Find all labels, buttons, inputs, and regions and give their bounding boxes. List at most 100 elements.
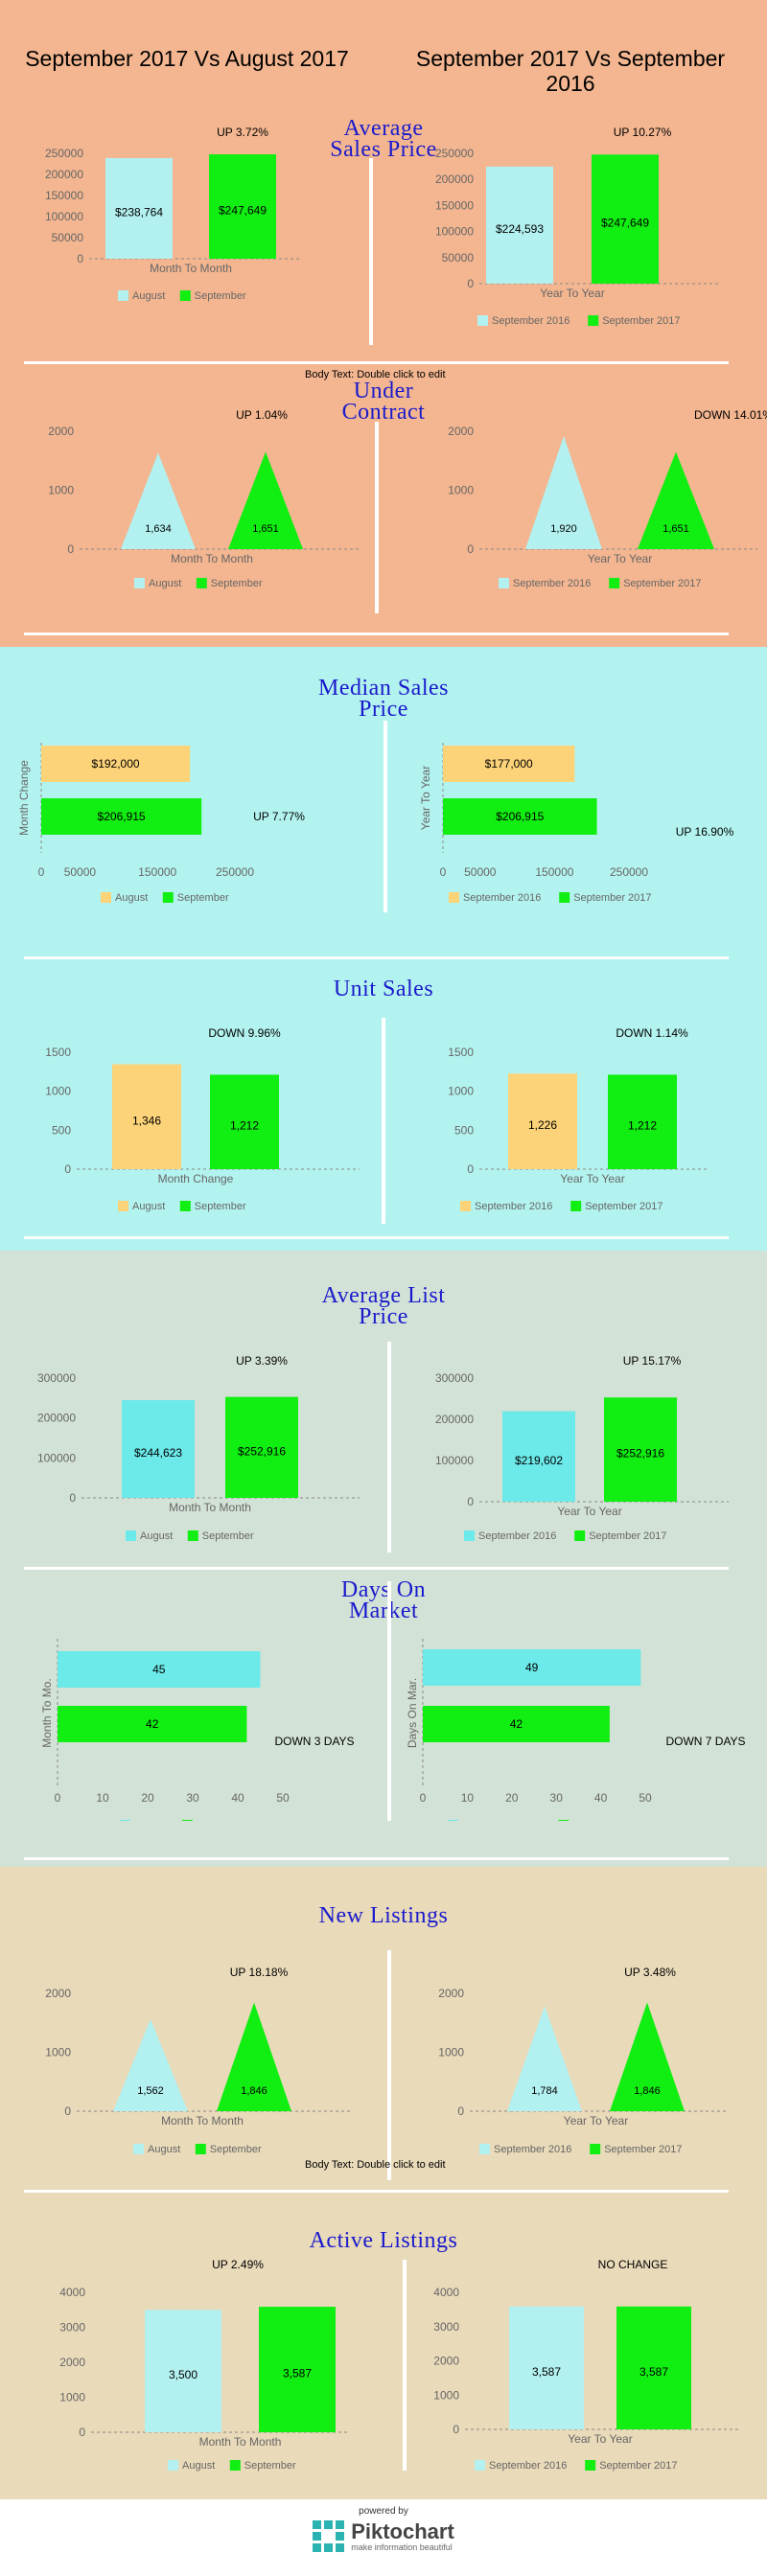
- left-header-title: September 2017 Vs August 2017: [25, 46, 349, 71]
- body-text-placeholder[interactable]: Body Text: Double click to edit: [305, 369, 446, 380]
- legend-label: September 2016: [478, 1530, 556, 1542]
- y-tick-label: 1000: [59, 2391, 85, 2404]
- x-axis-label: Year To Year: [560, 1172, 624, 1185]
- data-label: $224,593: [496, 222, 544, 236]
- data-label: $206,915: [496, 810, 544, 823]
- change-annotation: UP 16.90%: [676, 825, 734, 839]
- change-annotation: UP 10.27%: [614, 126, 672, 139]
- legend-label: August: [132, 1201, 165, 1212]
- legend-swatch: [479, 2144, 490, 2154]
- chart-average-sales-year: 0 50000 100000 150000 200000 250000 $224,593 $2…: [435, 126, 719, 327]
- legend-label: September 2017: [589, 1530, 666, 1542]
- bar-mark: [502, 1411, 575, 1502]
- x-tick-label: 40: [594, 1791, 608, 1805]
- x-axis-label: Month To Month: [150, 262, 232, 275]
- chart-active-listings-month: 0 1000 2000 3000 4000 3,500 3,587 UP 2.49% Month…: [59, 2258, 350, 2472]
- legend-swatch: [570, 1201, 582, 1211]
- data-label: 42: [510, 1717, 523, 1731]
- x-tick-label: 30: [186, 1791, 199, 1805]
- x-tick-label: 50: [639, 1791, 652, 1805]
- y-tick-label: 1000: [433, 2388, 459, 2402]
- bar-mark: [122, 1400, 195, 1498]
- x-axis-label: Month To Month: [169, 1501, 251, 1514]
- data-label: $252,916: [616, 1447, 664, 1460]
- y-tick-label: 1500: [448, 1046, 474, 1059]
- title-line-1: Average: [343, 116, 424, 141]
- legend-label: August: [134, 1820, 167, 1821]
- y-axis-label: Days On Mar.: [406, 1678, 419, 1748]
- legend-swatch: [590, 2144, 601, 2154]
- chart-new-listings-month: 0 1000 2000 1,562 1,846 UP 18.18% Month To Mon…: [45, 1966, 350, 2155]
- y-tick-label: 1000: [48, 484, 74, 497]
- y-tick-label: 200000: [45, 168, 83, 181]
- y-tick-label: 150000: [435, 198, 474, 212]
- brand-name: Piktochart: [351, 2519, 454, 2543]
- bar-mark: [105, 157, 173, 259]
- legend-label: September: [195, 290, 246, 302]
- change-annotation: UP 7.77%: [253, 810, 305, 823]
- legend-swatch: [477, 315, 488, 326]
- legend-label: September 2017: [585, 1201, 662, 1212]
- x-tick-label: 0: [440, 865, 447, 879]
- title-line-2: Price: [359, 1304, 408, 1329]
- triangle-mark: [610, 2002, 685, 2111]
- legend-swatch: [179, 1201, 191, 1211]
- y-axis-label: Month To Mo.: [40, 1678, 54, 1747]
- triangle-mark: [113, 2018, 188, 2111]
- band-list: [0, 1251, 767, 1867]
- y-tick-label: 3000: [433, 2320, 459, 2334]
- y-tick-label: 0: [64, 1162, 71, 1176]
- y-tick-label: 4000: [59, 2286, 85, 2299]
- change-annotation: DOWN 14.01%: [694, 408, 767, 422]
- bar-mark: [423, 1706, 610, 1742]
- bar-mark: [209, 154, 276, 259]
- y-tick-label: 0: [467, 277, 474, 290]
- body-text-placeholder[interactable]: Body Text: Double click to edit: [305, 2159, 446, 2171]
- section-title-active-listings: Active Listings: [0, 2229, 767, 2252]
- divider-vertical: [375, 422, 379, 613]
- bar-mark: [41, 746, 191, 782]
- change-annotation: UP 1.04%: [236, 408, 288, 422]
- legend-swatch: [134, 578, 145, 588]
- title-line-1: Unit Sales: [333, 977, 434, 1001]
- legend-swatch: [574, 1530, 586, 1541]
- triangle-mark: [121, 452, 196, 549]
- legend-label: September 2017: [623, 578, 701, 589]
- change-annotation: UP 3.39%: [236, 1354, 288, 1368]
- bar-mark: [608, 1074, 677, 1169]
- legend-label: August: [132, 290, 165, 302]
- divider-line: [24, 361, 729, 364]
- title-line-2: Sales Price: [330, 137, 437, 162]
- piktochart-logo-icon: [313, 2520, 345, 2552]
- triangle-mark: [525, 435, 602, 549]
- chart-median-sales-year: $177,000 $206,915 0 50000 150000 250000 Year T…: [419, 743, 734, 904]
- change-annotation: DOWN 7 DAYS: [665, 1735, 745, 1748]
- legend-swatch: [229, 2460, 241, 2471]
- divider-vertical: [387, 1950, 391, 2180]
- title-line-2: Contract: [341, 400, 426, 425]
- y-tick-label: 1000: [45, 2046, 71, 2059]
- data-label: 1,846: [634, 2085, 661, 2097]
- section-title-new-listings: New Listings: [0, 1904, 767, 1927]
- y-tick-label: 2000: [45, 1987, 71, 2000]
- y-tick-label: 500: [52, 1123, 71, 1137]
- y-tick-label: 150000: [45, 189, 83, 202]
- x-tick-label: 10: [96, 1791, 109, 1805]
- legend-swatch: [449, 892, 459, 903]
- legend-label: August: [149, 578, 181, 589]
- y-axis-label: Month Change: [17, 760, 31, 836]
- right-header-title: September 2017 Vs September 2016: [415, 46, 726, 96]
- y-tick-label: 200000: [435, 1413, 474, 1426]
- legend-label: September 2017: [602, 315, 680, 327]
- change-annotation: DOWN 9.96%: [208, 1026, 281, 1040]
- y-tick-label: 4000: [433, 2286, 459, 2299]
- chart-unit-sales-month: 0 500 1000 1500 1,346 1,212 DOWN 9.96% Month Ch…: [45, 1026, 360, 1212]
- x-axis-label: Month To Month: [199, 2435, 282, 2449]
- data-label: 1,226: [528, 1118, 557, 1132]
- section-title-unit-sales: Unit Sales: [0, 978, 767, 1000]
- data-label: $177,000: [485, 757, 533, 770]
- data-label: 1,346: [132, 1114, 161, 1127]
- x-axis-label: Year To Year: [568, 2432, 632, 2446]
- chart-under-contract-year: 0 1000 2000 1,920 1,651 DOWN 14.01% Year To Ye…: [448, 408, 767, 589]
- y-tick-label: 3000: [59, 2321, 85, 2334]
